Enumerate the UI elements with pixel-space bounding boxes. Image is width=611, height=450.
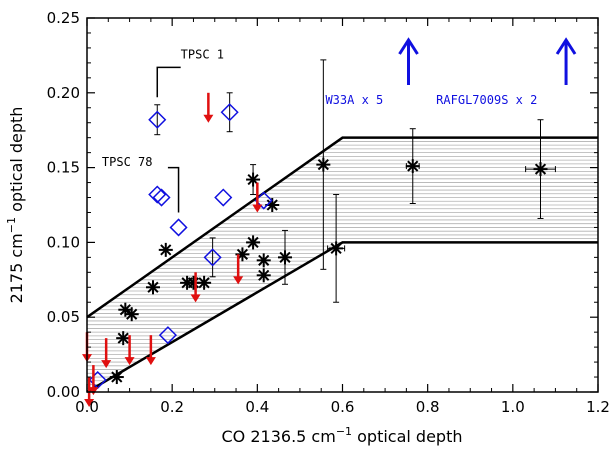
asterisk-stroke (266, 199, 278, 211)
upper-limit-arrow (252, 182, 263, 213)
y-tick-label: 0.25 (47, 9, 80, 27)
asterisk-stroke (160, 244, 172, 256)
asterisk-point (278, 250, 293, 265)
asterisk-point (158, 242, 173, 257)
arrow-head (101, 360, 112, 369)
asterisk-stroke (279, 251, 291, 263)
arrow-head (88, 387, 99, 396)
band-upper-line (86, 136, 598, 319)
y-tick-label: 0.10 (47, 233, 80, 251)
asterisk-point (405, 159, 420, 174)
x-axis-title-suffix: optical depth (352, 427, 462, 446)
asterisk-point (246, 235, 261, 250)
asterisk-point (197, 275, 212, 290)
data-marks (82, 59, 556, 408)
upper-limit-arrow (145, 335, 156, 366)
y-axis-title-sup: −1 (5, 217, 18, 233)
offscale-label: RAFGL7009S x 2 (436, 93, 537, 107)
asterisk-point (116, 331, 131, 346)
asterisk-point (256, 268, 271, 283)
asterisk-stroke (258, 254, 270, 266)
y-axis-title: 2175 cm−1 optical depth (5, 107, 26, 304)
x-axis-title-sup: −1 (336, 425, 352, 438)
asterisk-stroke (247, 236, 259, 249)
diamond-error-bars (154, 104, 161, 136)
diamond-point (203, 248, 222, 267)
asterisk-stroke (198, 277, 210, 289)
x-axis-title: CO 2136.5 cm−1 optical depth (222, 425, 463, 446)
upper-limit-arrow (233, 254, 244, 285)
y-tick-label: 0.05 (47, 308, 80, 326)
arrow-head (233, 276, 244, 285)
diamond-error-bars (226, 92, 233, 133)
arrow-head (203, 114, 214, 123)
x-tick-label: 0.4 (245, 398, 269, 416)
diamond-point (169, 218, 188, 237)
upper-limit-arrow (88, 365, 99, 396)
annotations: W33A x 5 RAFGL7009S x 2 TPSC 1 TPSC 78 (102, 37, 577, 213)
asterisk-point (256, 253, 271, 268)
x-tick-label: 1.0 (501, 398, 525, 416)
y-axis-title-suffix: optical depth (7, 107, 26, 217)
y-tick-label: 0.20 (47, 84, 80, 102)
x-tick-label: 0.8 (416, 398, 440, 416)
diamond-point (214, 188, 233, 207)
asterisk-stroke (111, 371, 123, 383)
upper-limit-arrow (101, 338, 112, 369)
axis-ticks: 0.0 0.2 0.4 0.6 0.8 1.0 1.2 0.00 0.05 0.10 0.15 0.2… (47, 9, 610, 416)
y-tick-label: 0.00 (47, 383, 80, 401)
asterisk-point (329, 241, 344, 256)
arrow-head (145, 357, 156, 366)
x-tick-label: 0.2 (160, 398, 184, 416)
asterisk-stroke (117, 332, 129, 344)
diamond-point (148, 110, 167, 129)
asterisk-point (146, 280, 161, 295)
band-boundary-lines (86, 136, 598, 394)
x-tick-label: 1.2 (586, 398, 610, 416)
diamond-point (158, 326, 177, 345)
asterisk-stroke (247, 173, 259, 186)
asterisk-point (316, 157, 331, 172)
x-tick-label: 0.6 (331, 398, 355, 416)
asterisk-stroke (407, 160, 419, 172)
diamond-point (220, 103, 239, 122)
arrow-head (84, 399, 95, 408)
upper-limit-arrow (203, 92, 214, 123)
diamond-point (148, 185, 167, 204)
offscale-arrow-head (398, 37, 419, 55)
x-tick-label: 0.0 (75, 398, 99, 416)
asterisk-stroke (317, 159, 329, 171)
diamond-point (152, 188, 171, 207)
annotation-label: TPSC 1 (181, 47, 224, 61)
x-axis-title-prefix: CO 2136.5 cm (222, 427, 336, 446)
diamond-error-bars (209, 237, 216, 278)
asterisk-stroke (330, 242, 342, 254)
offscale-label: W33A x 5 (325, 93, 383, 107)
arrow-head (190, 294, 201, 303)
annotation-leader (167, 166, 180, 213)
arrow-head (124, 357, 135, 366)
offscale-arrow (555, 37, 577, 85)
upper-limit-arrow (124, 335, 135, 366)
arrow-head (252, 204, 263, 213)
y-axis-title-prefix: 2175 cm (7, 233, 26, 303)
asterisk-stroke (534, 163, 547, 175)
upper-limit-arrow (190, 272, 201, 303)
asterisk-stroke (126, 308, 138, 320)
asterisk-point (109, 370, 124, 385)
annotation-label: TPSC 78 (102, 155, 153, 169)
offscale-arrow-head (555, 37, 577, 55)
asterisk-point (124, 307, 139, 322)
asterisk-stroke (119, 304, 131, 316)
offscale-arrow (398, 37, 419, 85)
asterisk-stroke (258, 269, 270, 281)
band-lower-line (86, 241, 598, 394)
annotation-leader (156, 66, 181, 98)
asterisk-stroke (147, 281, 159, 293)
y-tick-label: 0.15 (47, 159, 80, 177)
upper-limit-arrow (84, 377, 95, 408)
asterisk-point (533, 162, 548, 177)
